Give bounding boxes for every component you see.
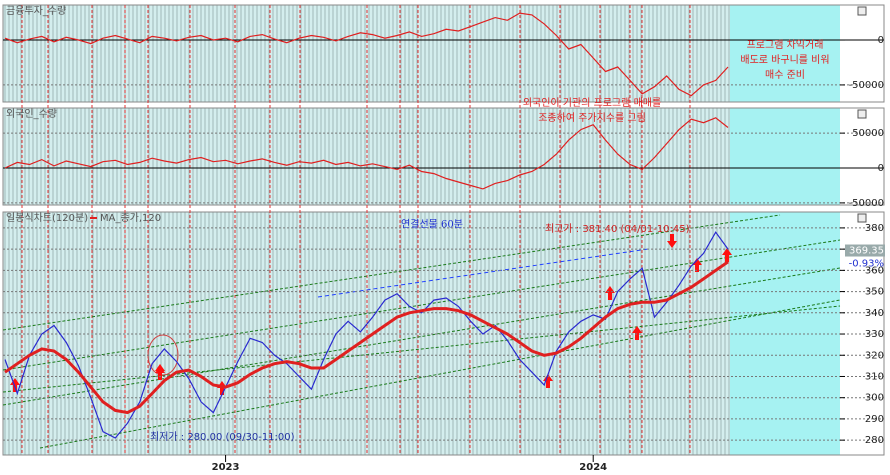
future-area [730, 5, 840, 102]
y-tick-label: 330 [865, 329, 884, 340]
future-area [730, 212, 840, 455]
y-tick-label: 340 [865, 308, 884, 319]
x-tick-label: 2023 [212, 462, 240, 473]
y-tick-label: 320 [865, 350, 884, 361]
channel-line [2, 305, 841, 393]
channel-line [39, 299, 841, 449]
y-tick-label: 360 [865, 265, 884, 276]
marks: 0 -50000 금융투자_수량 50000 0 -50000 외국인_수량 280 290 30… [3, 5, 885, 473]
panel-button [857, 6, 867, 16]
y-tick-label: 50000 [852, 128, 884, 139]
y-tick-label: 380 [865, 223, 884, 234]
annotation: 조종하여 주가지수를 그림 [538, 111, 646, 124]
channel-line [2, 267, 841, 406]
y-tick-label: 290 [865, 414, 884, 425]
last-price: 369.35 [849, 246, 884, 257]
x-tick-label: 2024 [579, 462, 607, 473]
up-arrow [692, 258, 702, 272]
channel-line [2, 239, 841, 371]
y-tick-label: 310 [865, 371, 884, 382]
series-line [4, 117, 729, 190]
channel-line [2, 214, 781, 331]
last-price-box [845, 244, 885, 257]
low-label: 최저가 : 280.00 (09/30-11:00) [150, 431, 295, 443]
future-area [730, 108, 840, 205]
panel-title: 외국인_수량 [6, 108, 57, 120]
panel-button [857, 109, 867, 119]
up-arrow [722, 248, 732, 262]
subtitle: 연결선물 60분 [401, 219, 463, 231]
panel-frame [2, 4, 885, 103]
panel-button [857, 213, 867, 223]
annotation: 매수 준비 [765, 69, 805, 81]
up-arrow [605, 286, 615, 300]
y-tick-label: -50000 [849, 80, 884, 91]
down-arrow [667, 234, 677, 248]
y-tick-label: 0 [878, 35, 884, 46]
y-tick-label: 350 [865, 287, 884, 298]
y-tick-label: 300 [865, 393, 884, 404]
annotation: 외국인이 기관의 프로그램 매매를 [523, 97, 661, 109]
up-arrow [632, 326, 642, 340]
change: -0.93% [849, 259, 884, 270]
y-tick-label: -50000 [849, 198, 884, 209]
panel-frame [2, 107, 885, 206]
series-line [4, 12, 729, 97]
legend-entry: MA_종가,120 [100, 212, 161, 224]
up-arrow [155, 364, 165, 378]
high-label: 최고가 : 381.40 (04/01-10:45) [545, 223, 690, 235]
panel-title: 금융투자_수량 [6, 5, 66, 17]
panel-title: 일봉식차트(120분) [6, 212, 88, 224]
panel-frame [2, 211, 885, 456]
annotation: 배도로 바구니를 비워 [740, 53, 829, 66]
series-line [4, 260, 729, 415]
up-arrow [543, 374, 553, 388]
y-tick-label: 280 [865, 435, 884, 446]
annotation: 프로그램 차익거래 [747, 39, 824, 51]
y-tick-label: 0 [878, 163, 884, 174]
decorations [2, 5, 841, 455]
